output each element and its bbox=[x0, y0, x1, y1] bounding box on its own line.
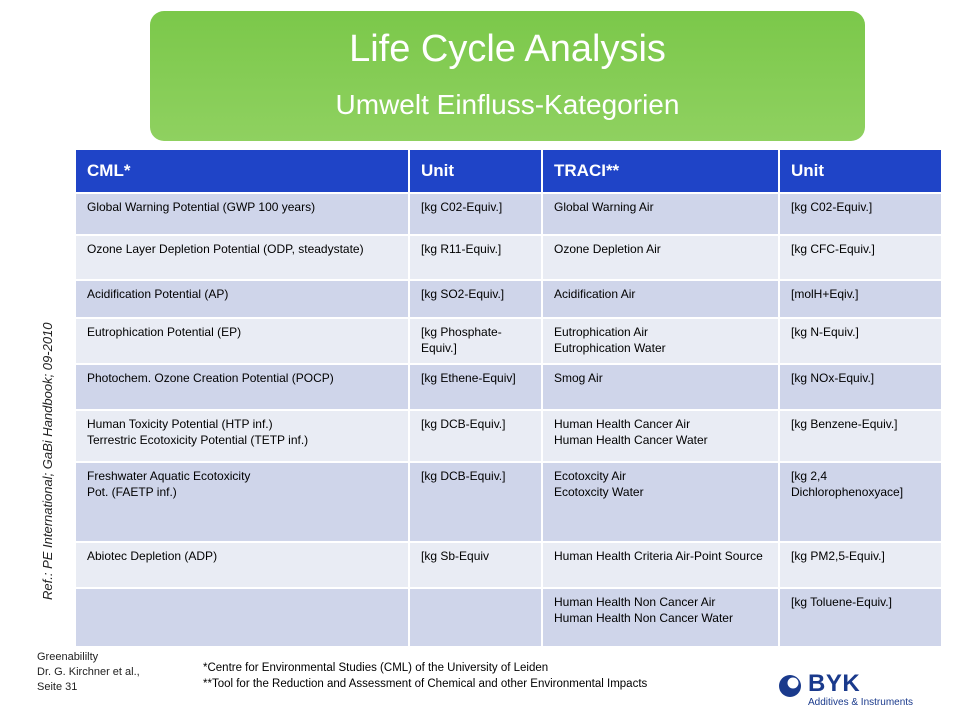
cell-traci-category: Human Health Non Cancer Air Human Health… bbox=[542, 587, 780, 646]
table-row: Eutrophication Potential (EP) [kg Phospha… bbox=[76, 317, 943, 364]
footer-credit-line: Seite 31 bbox=[37, 681, 78, 693]
cell-traci-category: Smog Air bbox=[542, 363, 780, 410]
cell-cml-unit: [kg DCB-Equiv.] bbox=[409, 409, 543, 462]
header-traci: TRACI** bbox=[542, 150, 780, 193]
table-row: Human Health Non Cancer Air Human Health… bbox=[76, 587, 943, 646]
cell-traci-unit: [kg PM2,5-Equiv.] bbox=[779, 541, 943, 588]
cell-traci-category: Global Warning Air bbox=[542, 192, 780, 235]
cell-cml-unit: [kg Sb-Equiv bbox=[409, 541, 543, 588]
header-cml: CML* bbox=[76, 150, 410, 193]
impact-categories-table: CML* Unit TRACI** Unit Global Warning Po… bbox=[76, 150, 943, 646]
table-row: Human Toxicity Potential (HTP inf.) Terr… bbox=[76, 409, 943, 462]
cell-traci-unit: [kg N-Equiv.] bbox=[779, 317, 943, 364]
cell-cml-unit: [kg R11-Equiv.] bbox=[409, 234, 543, 280]
cell-traci-unit: [kg C02-Equiv.] bbox=[779, 192, 943, 235]
table-row: Acidification Potential (AP) [kg SO2-Equi… bbox=[76, 279, 943, 318]
header-unit-traci: Unit bbox=[779, 150, 943, 193]
cell-cml-category bbox=[76, 587, 410, 646]
table-header-row: CML* Unit TRACI** Unit bbox=[76, 150, 943, 193]
cell-traci-unit: [molH+Eqiv.] bbox=[779, 279, 943, 318]
header-unit-cml: Unit bbox=[409, 150, 543, 193]
table-row: Photochem. Ozone Creation Potential (POC… bbox=[76, 363, 943, 410]
cell-cml-category: Abiotec Depletion (ADP) bbox=[76, 541, 410, 588]
footnote-cml: *Centre for Environmental Studies (CML) … bbox=[203, 662, 549, 674]
footnotes: *Centre for Environmental Studies (CML) … bbox=[203, 660, 647, 692]
table-row: Global Warning Potential (GWP 100 years)… bbox=[76, 192, 943, 235]
cell-traci-unit: [kg NOx-Equiv.] bbox=[779, 363, 943, 410]
cell-cml-unit: [kg DCB-Equiv.] bbox=[409, 461, 543, 542]
page-title: Life Cycle Analysis bbox=[349, 28, 666, 70]
table-body: Global Warning Potential (GWP 100 years)… bbox=[76, 192, 943, 646]
cell-traci-unit: [kg Toluene-Equiv.] bbox=[779, 587, 943, 646]
cell-traci-category: Ecotoxcity Air Ecotoxcity Water bbox=[542, 461, 780, 542]
logo-tagline: Additives & Instruments bbox=[808, 697, 914, 708]
cell-cml-unit: [kg C02-Equiv.] bbox=[409, 192, 543, 235]
byk-logo-icon bbox=[779, 675, 801, 697]
table-row: Ozone Layer Depletion Potential (ODP, st… bbox=[76, 234, 943, 280]
table-row: Freshwater Aquatic Ecotoxicity Pot. (FAE… bbox=[76, 461, 943, 542]
cell-cml-unit: [kg SO2-Equiv.] bbox=[409, 279, 543, 318]
cell-traci-category: Human Health Criteria Air-Point Source bbox=[542, 541, 780, 588]
cell-traci-unit: [kg Benzene-Equiv.] bbox=[779, 409, 943, 462]
cell-traci-category: Human Health Cancer Air Human Health Can… bbox=[542, 409, 780, 462]
table-row: Abiotec Depletion (ADP) [kg Sb-Equiv Human… bbox=[76, 541, 943, 588]
cell-cml-category: Ozone Layer Depletion Potential (ODP, st… bbox=[76, 234, 410, 280]
footer-credit: Greenabililty Dr. G. Kirchner et al., Se… bbox=[37, 650, 140, 695]
side-reference: Ref.: PE International; GaBi Handbook; 0… bbox=[40, 322, 55, 600]
cell-cml-unit bbox=[409, 587, 543, 646]
page-subtitle: Umwelt Einfluss-Kategorien bbox=[335, 89, 680, 120]
cell-traci-unit: [kg 2,4 Dichlorophenoxyace] bbox=[779, 461, 943, 542]
footer-credit-line: Greenabililty bbox=[37, 651, 99, 663]
cell-traci-unit: [kg CFC-Equiv.] bbox=[779, 234, 943, 280]
byk-logo: BYK Additives & Instruments bbox=[778, 670, 938, 710]
footnote-traci: **Tool for the Reduction and Assessment … bbox=[203, 678, 648, 690]
cell-traci-category: Acidification Air bbox=[542, 279, 780, 318]
cell-cml-unit: [kg Phosphate-Equiv.] bbox=[409, 317, 543, 364]
logo-word: BYK bbox=[808, 670, 861, 697]
title-banner: Life Cycle Analysis Umwelt Einfluss-Kate… bbox=[150, 11, 865, 141]
cell-traci-category: Ozone Depletion Air bbox=[542, 234, 780, 280]
cell-cml-category: Acidification Potential (AP) bbox=[76, 279, 410, 318]
cell-traci-category: Eutrophication Air Eutrophication Water bbox=[542, 317, 780, 364]
cell-cml-category: Human Toxicity Potential (HTP inf.) Terr… bbox=[76, 409, 410, 462]
cell-cml-category: Global Warning Potential (GWP 100 years) bbox=[76, 192, 410, 235]
cell-cml-category: Freshwater Aquatic Ecotoxicity Pot. (FAE… bbox=[76, 461, 410, 542]
cell-cml-category: Eutrophication Potential (EP) bbox=[76, 317, 410, 364]
cell-cml-unit: [kg Ethene-Equiv] bbox=[409, 363, 543, 410]
cell-cml-category: Photochem. Ozone Creation Potential (POC… bbox=[76, 363, 410, 410]
footer-credit-line: Dr. G. Kirchner et al., bbox=[37, 666, 140, 678]
